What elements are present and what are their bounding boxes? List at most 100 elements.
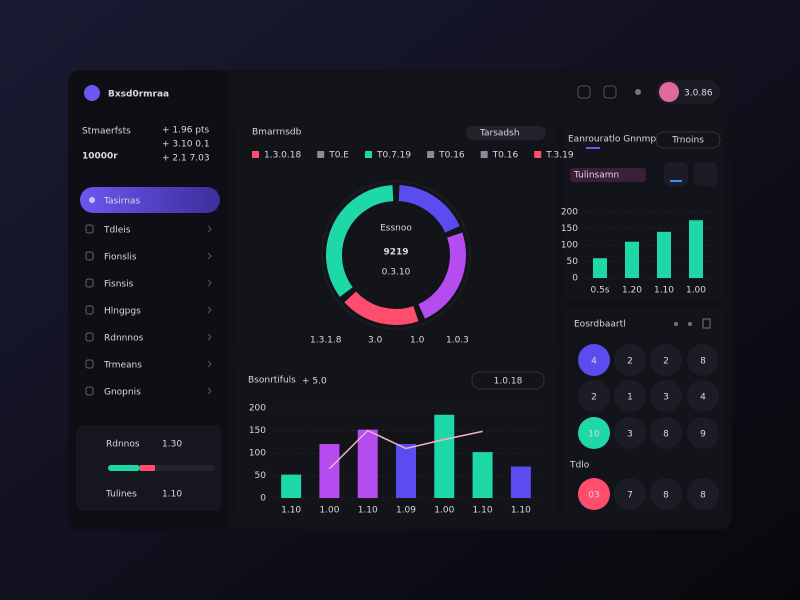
grid-cell[interactable]: [687, 344, 719, 376]
bar: [689, 220, 703, 278]
summary-value: 1.30: [162, 440, 182, 450]
nav-active[interactable]: [80, 187, 220, 213]
nav-item: Trmeans: [103, 361, 142, 371]
nav-icon: [85, 305, 94, 315]
donut-footer: 1.0.3: [446, 336, 469, 346]
grid-cell[interactable]: [650, 344, 682, 376]
stat-note: + 2.1 7.03: [162, 154, 210, 164]
grid-cell[interactable]: [578, 417, 610, 449]
x-tick-label: 1.10: [511, 506, 531, 516]
grid-cell[interactable]: [578, 380, 610, 412]
grid-cell[interactable]: [614, 344, 646, 376]
progress-fill: [108, 465, 140, 471]
icon-button[interactable]: [694, 162, 718, 186]
chevron: [207, 252, 212, 260]
donut-segment: [326, 185, 394, 297]
grid-cell-text: 4: [591, 357, 597, 367]
nav-icon: [85, 278, 94, 288]
x-tick-label: 1.00: [686, 286, 706, 296]
grid-cell-text: 2: [627, 357, 633, 367]
y-tick-label: 0: [572, 274, 578, 284]
legend-label: T.3.19: [545, 151, 574, 161]
badge: + 5.0: [302, 377, 327, 387]
tab-indicator: [586, 147, 600, 149]
donut-label: Essnoo: [380, 224, 412, 234]
grid-cell[interactable]: [687, 417, 719, 449]
stat-label: Stmaerfsts: [82, 127, 131, 137]
grid-cell[interactable]: [687, 380, 719, 412]
legend-label: T0.16: [438, 151, 465, 161]
card-title: Eosrdbaartl: [574, 320, 626, 330]
x-tick-label: 1.09: [396, 506, 416, 516]
grid-cell[interactable]: [578, 478, 610, 510]
grid-cell[interactable]: [614, 478, 646, 510]
bar: [319, 444, 340, 498]
icon: [670, 180, 682, 182]
donut-sub: 0.3.10: [382, 268, 411, 278]
grid-cell-text: 4: [700, 393, 706, 403]
trend-line: [328, 429, 483, 470]
donut-segment: [344, 291, 419, 325]
bar: [281, 474, 302, 498]
grid-cell[interactable]: [650, 417, 682, 449]
donut-segment: [418, 232, 466, 319]
donut-footer: 3.0: [368, 336, 383, 346]
button-text: 1.0.18: [494, 377, 523, 387]
user-name: 3.0.86: [684, 89, 713, 99]
legend-label: 1.3.0.18: [264, 151, 301, 161]
growth-label: Tulinsamn: [573, 171, 619, 181]
icon-button[interactable]: [635, 89, 641, 95]
grid-cell[interactable]: [578, 344, 610, 376]
grid-cell-text: 3: [663, 393, 669, 403]
legend-label: T0.E: [328, 151, 349, 161]
nav-item[interactable]: Tasirnas: [103, 197, 140, 207]
grid-cell[interactable]: [650, 380, 682, 412]
x-tick-label: 0.5s: [590, 286, 609, 296]
y-tick-label: 100: [561, 241, 578, 251]
summary-value: 1.10: [162, 490, 182, 500]
grid-cell[interactable]: [614, 380, 646, 412]
chevron: [207, 279, 212, 287]
icon-button[interactable]: [577, 85, 591, 99]
grid-cell-text: 8: [663, 491, 669, 501]
nav-icon: [85, 224, 94, 234]
grid-cell-text: 9: [700, 430, 706, 440]
grid-cell-text: 10: [588, 430, 600, 440]
bar: [472, 452, 493, 498]
card-title: Bsonrtifuls: [248, 376, 296, 386]
search[interactable]: [466, 126, 546, 140]
x-tick-label: 1.10: [654, 286, 674, 296]
grid-cell[interactable]: [614, 417, 646, 449]
nav-item: Fisnsis: [104, 280, 134, 290]
y-tick-label: 200: [561, 208, 578, 218]
grid-cell[interactable]: [650, 478, 682, 510]
grid-note: Tdlo: [569, 461, 590, 471]
x-tick-label: 1.00: [319, 506, 339, 516]
label-bg: [570, 168, 646, 182]
icon-button[interactable]: [664, 162, 688, 186]
icon: [688, 322, 692, 326]
grid-cell-text: 1: [627, 393, 633, 403]
chevron: [207, 333, 212, 341]
range-button[interactable]: [471, 371, 545, 390]
bar: [396, 444, 416, 498]
bar: [357, 429, 378, 498]
legend-swatch: [480, 151, 488, 158]
y-tick-label: 0: [260, 494, 266, 504]
summary-label: Tulines: [105, 490, 137, 500]
y-tick-label: 150: [561, 224, 578, 234]
nav-icon: [89, 197, 95, 203]
x-tick-label: 1.00: [434, 506, 454, 516]
nav-icon: [85, 251, 94, 261]
growth-button[interactable]: [655, 131, 721, 149]
icon[interactable]: [702, 318, 711, 329]
bar: [593, 258, 607, 278]
legend-label: T0.16: [492, 151, 519, 161]
icon-button[interactable]: [603, 85, 617, 99]
donut-value: 9219: [383, 248, 408, 258]
nav-item: Rdnnnos: [104, 334, 144, 344]
grid-cell[interactable]: [687, 478, 719, 510]
grid-cell-text: 8: [700, 491, 706, 501]
sidebar: [68, 70, 228, 530]
